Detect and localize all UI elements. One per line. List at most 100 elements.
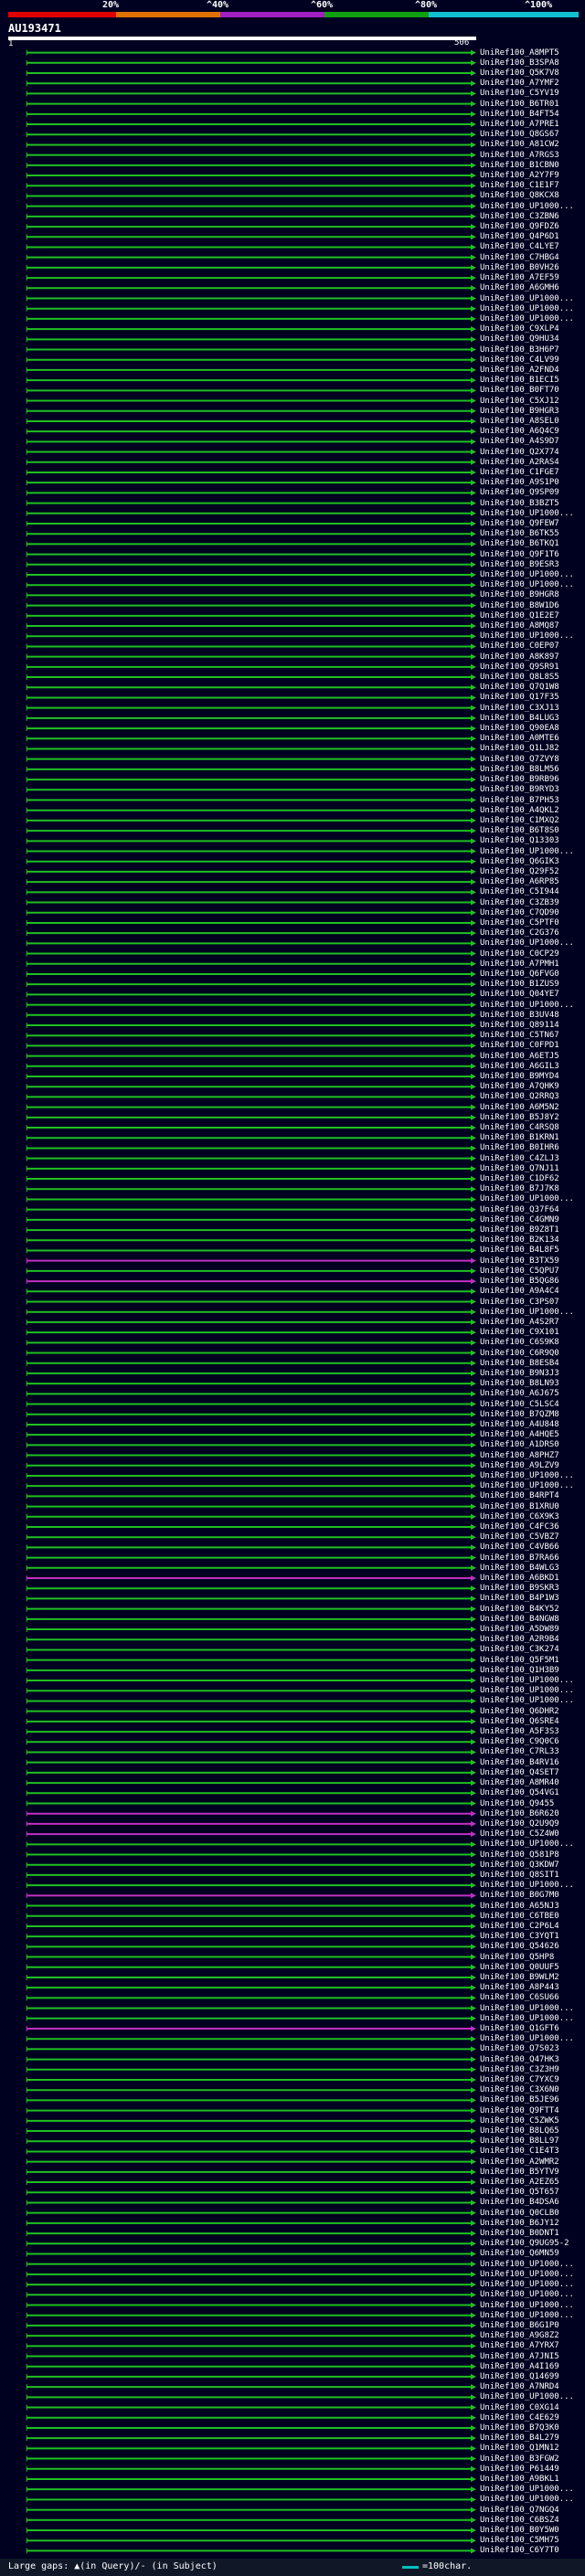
hit-label[interactable]: UniRef100_B6TKQ1 xyxy=(480,539,559,549)
hit-label[interactable]: UniRef100_UP1000... xyxy=(480,508,574,518)
hit-bar[interactable] xyxy=(26,1637,476,1643)
hit-label[interactable]: UniRef100_UP1000... xyxy=(480,2269,574,2279)
hit-bar[interactable] xyxy=(26,1718,476,1724)
hit-bar[interactable] xyxy=(26,2424,476,2431)
hit-label[interactable]: UniRef100_A65NJ3 xyxy=(480,1901,559,1911)
hit-label[interactable]: UniRef100_A6GMH6 xyxy=(480,283,559,293)
hit-label[interactable]: UniRef100_B0VH26 xyxy=(480,262,559,272)
hit-bar[interactable] xyxy=(26,1739,476,1745)
hit-label[interactable]: UniRef100_A7PRE1 xyxy=(480,120,559,130)
hit-bar[interactable] xyxy=(26,408,476,414)
hit-bar[interactable] xyxy=(26,1523,476,1530)
hit-label[interactable]: UniRef100_A8K897 xyxy=(480,652,559,662)
hit-label[interactable]: UniRef100_A6BKD1 xyxy=(480,1574,559,1583)
hit-bar[interactable] xyxy=(26,1176,476,1182)
hit-label[interactable]: UniRef100_C3Z3H9 xyxy=(480,2064,559,2074)
hit-label[interactable]: UniRef100_C7YXC9 xyxy=(480,2075,559,2084)
hit-label[interactable]: UniRef100_Q2X774 xyxy=(480,447,559,457)
hit-label[interactable]: UniRef100_B7PH53 xyxy=(480,795,559,805)
hit-label[interactable]: UniRef100_B7QZM8 xyxy=(480,1409,559,1419)
hit-bar[interactable] xyxy=(26,2333,476,2339)
hit-label[interactable]: UniRef100_B4RPT4 xyxy=(480,1491,559,1501)
hit-label[interactable]: UniRef100_C5I944 xyxy=(480,887,559,897)
hit-label[interactable]: UniRef100_Q5HP8 xyxy=(480,1952,555,1962)
hit-label[interactable]: UniRef100_Q6FVG0 xyxy=(480,969,559,979)
hit-bar[interactable] xyxy=(26,715,476,721)
hit-label[interactable]: UniRef100_UP1000... xyxy=(480,2300,574,2310)
hit-label[interactable]: UniRef100_B0DNT1 xyxy=(480,2229,559,2239)
hit-bar[interactable] xyxy=(26,2036,476,2042)
hit-bar[interactable] xyxy=(26,1033,476,1039)
hit-bar[interactable] xyxy=(26,2097,476,2104)
hit-bar[interactable] xyxy=(26,1411,476,1417)
hit-label[interactable]: UniRef100_Q7ZVY8 xyxy=(480,754,559,764)
hit-label[interactable]: UniRef100_B4DSA6 xyxy=(480,2198,559,2208)
hit-label[interactable]: UniRef100_A9A4C4 xyxy=(480,1287,559,1297)
hit-bar[interactable] xyxy=(26,777,476,783)
hit-bar[interactable] xyxy=(26,1401,476,1407)
hit-bar[interactable] xyxy=(26,2302,476,2308)
hit-label[interactable]: UniRef100_B1KRN1 xyxy=(480,1133,559,1143)
hit-bar[interactable] xyxy=(26,1125,476,1131)
hit-label[interactable]: UniRef100_B7J7K8 xyxy=(480,1184,559,1194)
hit-bar[interactable] xyxy=(26,981,476,988)
hit-label[interactable]: UniRef100_C4GMN9 xyxy=(480,1214,559,1224)
hit-bar[interactable] xyxy=(26,2527,476,2533)
hit-bar[interactable] xyxy=(26,2168,476,2175)
hit-label[interactable]: UniRef100_B6JY12 xyxy=(480,2218,559,2228)
hit-bar[interactable] xyxy=(26,787,476,793)
hit-label[interactable]: UniRef100_A9BKL1 xyxy=(480,2474,559,2484)
hit-label[interactable]: UniRef100_C5Z4W0 xyxy=(480,1829,559,1839)
hit-bar[interactable] xyxy=(26,305,476,312)
hit-bar[interactable] xyxy=(26,1780,476,1786)
hit-bar[interactable] xyxy=(26,1288,476,1295)
hit-label[interactable]: UniRef100_Q89114 xyxy=(480,1020,559,1030)
hit-bar[interactable] xyxy=(26,1841,476,1848)
hit-label[interactable]: UniRef100_C6BSZ4 xyxy=(480,2515,559,2525)
hit-bar[interactable] xyxy=(26,602,476,609)
hit-label[interactable]: UniRef100_Q4P6D1 xyxy=(480,232,559,242)
hit-bar[interactable] xyxy=(26,1575,476,1582)
hit-bar[interactable] xyxy=(26,2475,476,2482)
hit-label[interactable]: UniRef100_Q7NJ11 xyxy=(480,1163,559,1173)
hit-bar[interactable] xyxy=(26,132,476,138)
hit-label[interactable]: UniRef100_A2Y7F9 xyxy=(480,171,559,181)
hit-bar[interactable] xyxy=(26,49,476,56)
hit-label[interactable]: UniRef100_UP1000... xyxy=(480,2310,574,2320)
hit-label[interactable]: UniRef100_C0FPD1 xyxy=(480,1041,559,1051)
hit-bar[interactable] xyxy=(26,1954,476,1960)
hit-label[interactable]: UniRef100_B3H6P7 xyxy=(480,345,559,355)
hit-bar[interactable] xyxy=(26,1267,476,1274)
hit-label[interactable]: UniRef100_UP1000... xyxy=(480,2034,574,2044)
hit-bar[interactable] xyxy=(26,70,476,77)
hit-bar[interactable] xyxy=(26,1871,476,1878)
hit-label[interactable]: UniRef100_UP1000... xyxy=(480,1676,574,1686)
hit-label[interactable]: UniRef100_Q9SR91 xyxy=(480,662,559,672)
hit-label[interactable]: UniRef100_Q8L8S5 xyxy=(480,673,559,683)
hit-label[interactable]: UniRef100_C5YV19 xyxy=(480,89,559,99)
hit-label[interactable]: UniRef100_UP1000... xyxy=(480,631,574,641)
hit-bar[interactable] xyxy=(26,1330,476,1336)
hit-label[interactable]: UniRef100_B9SKR3 xyxy=(480,1584,559,1594)
hit-bar[interactable] xyxy=(26,234,476,240)
hit-label[interactable]: UniRef100_C1E4T3 xyxy=(480,2147,559,2157)
hit-bar[interactable] xyxy=(26,1985,476,1991)
hit-label[interactable]: UniRef100_B2K134 xyxy=(480,1235,559,1246)
hit-bar[interactable] xyxy=(26,377,476,384)
hit-bar[interactable] xyxy=(26,142,476,148)
hit-label[interactable]: UniRef100_B4RV16 xyxy=(480,1757,559,1767)
hit-bar[interactable] xyxy=(26,2220,476,2226)
hit-bar[interactable] xyxy=(26,828,476,834)
hit-label[interactable]: UniRef100_C6Y7T0 xyxy=(480,2546,559,2556)
hit-bar[interactable] xyxy=(26,1002,476,1008)
hit-bar[interactable] xyxy=(26,2128,476,2135)
hit-bar[interactable] xyxy=(26,1892,476,1899)
hit-bar[interactable] xyxy=(26,59,476,66)
hit-bar[interactable] xyxy=(26,2373,476,2380)
hit-bar[interactable] xyxy=(26,1043,476,1049)
hit-bar[interactable] xyxy=(26,1729,476,1735)
hit-bar[interactable] xyxy=(26,2445,476,2452)
hit-label[interactable]: UniRef100_C3YQT1 xyxy=(480,1932,559,1942)
hit-bar[interactable] xyxy=(26,1135,476,1141)
hit-label[interactable]: UniRef100_UP1000... xyxy=(480,1481,574,1491)
